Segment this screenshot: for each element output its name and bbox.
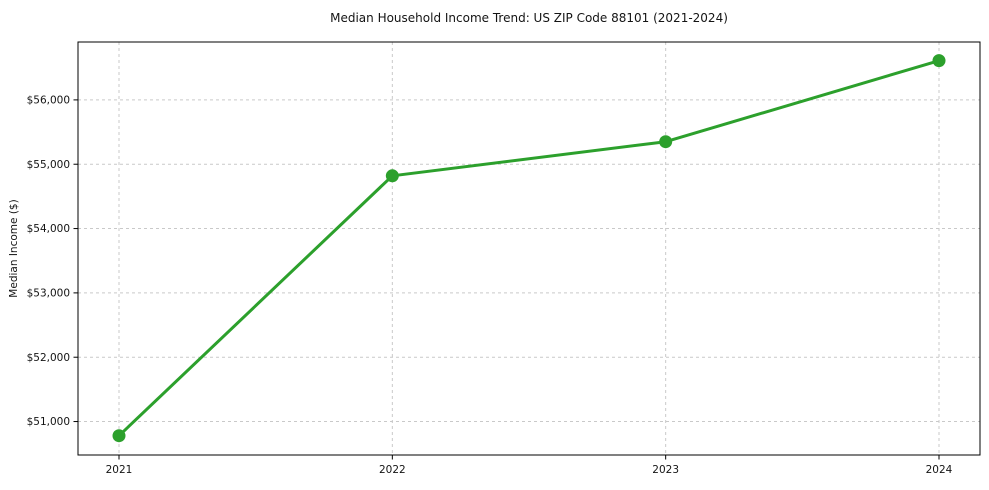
data-point-2024	[932, 54, 946, 68]
y-tick-label: $53,000	[27, 288, 70, 300]
data-points	[112, 54, 946, 443]
x-tick-label: 2022	[379, 464, 406, 476]
gridlines	[78, 42, 980, 455]
data-point-2021	[112, 429, 126, 443]
x-tick-label: 2021	[106, 464, 133, 476]
trend-line	[117, 59, 941, 438]
chart-title: Median Household Income Trend: US ZIP Co…	[330, 11, 728, 25]
tick-labels: $51,000 $52,000 $53,000 $54,000 $55,000 $56,0…	[27, 95, 953, 476]
y-tick-label: $56,000	[27, 95, 70, 107]
x-tick-label: 2023	[652, 464, 679, 476]
y-axis-label: Median Income ($)	[8, 199, 20, 297]
plot-border	[77, 41, 981, 456]
y-tick-label: $51,000	[27, 416, 70, 428]
data-point-2023	[659, 135, 673, 149]
y-tick-label: $52,000	[27, 352, 70, 364]
y-tick-label: $55,000	[27, 159, 70, 171]
tick-marks	[73, 99, 940, 460]
x-tick-label: 2024	[926, 464, 953, 476]
y-tick-label: $54,000	[27, 223, 70, 235]
data-point-2022	[385, 169, 399, 183]
